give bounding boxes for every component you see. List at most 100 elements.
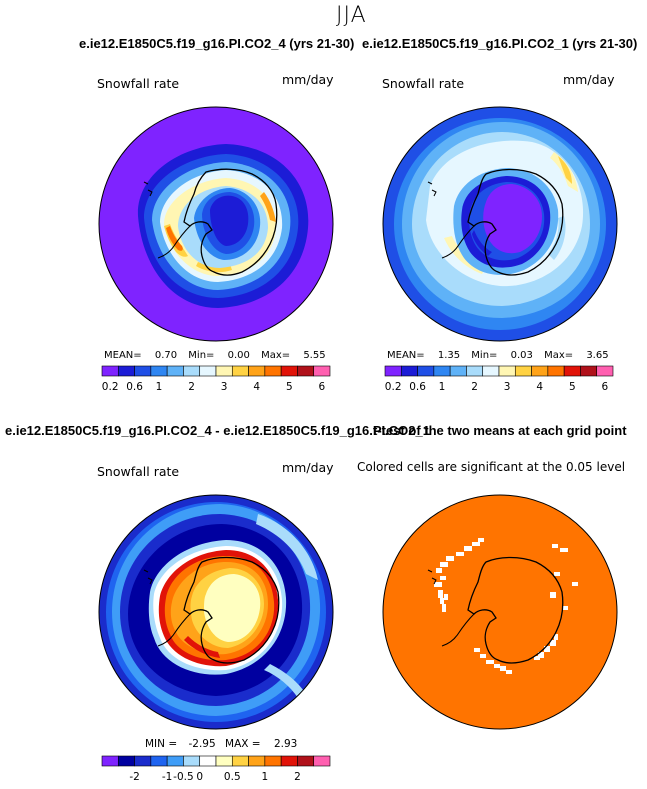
diff-colorbar-tick-label: 1 — [262, 771, 269, 783]
top-left-max-value: 5.55 — [303, 350, 326, 361]
top-right-units-label: mm/day — [563, 72, 615, 87]
abs-colorbar-tick-label: 6 — [319, 381, 326, 393]
top-right-max-label: Max= — [544, 350, 574, 361]
abs-colorbar-tick-label: 5 — [286, 381, 293, 393]
diff-colorbar-cell — [150, 755, 168, 767]
top-left-min-value: 0.00 — [227, 350, 250, 361]
bottom-left-min-label: MIN = — [145, 738, 178, 750]
abs-colorbar-cell — [596, 365, 614, 377]
bottom-left-variable-label: Snowfall rate — [97, 464, 180, 479]
top-right-min-value: 0.03 — [510, 350, 533, 361]
bottom-left-max-value: 2.93 — [273, 738, 298, 750]
abs-colorbar-tick-label: 4 — [253, 381, 260, 393]
diff-colorbar-tick-label: -1 — [162, 771, 172, 783]
abs-colorbar-cell — [231, 365, 249, 377]
top-right-map — [382, 106, 618, 342]
top-left-mean-value: 0.70 — [154, 350, 178, 361]
top-left-mean-label: MEAN= — [104, 350, 142, 361]
top-left-units-label: mm/day — [282, 72, 334, 87]
abs-colorbar-cell — [101, 365, 119, 377]
top-left-title: e.ie12.E1850C5.f19_g16.PI.CO2_4 (yrs 21-… — [79, 36, 355, 51]
abs-colorbar-cell — [248, 365, 266, 377]
top-left-stats: MEAN= 0.70 Min= 0.00 Max= 5.55 — [104, 350, 326, 361]
diff-colorbar-tick-label: -2 — [129, 771, 139, 783]
abs-colorbar-tick-label: 0.2 — [385, 381, 402, 393]
top-right-mean-label: MEAN= — [387, 350, 425, 361]
abs-colorbar-tick-label: 3 — [504, 381, 511, 393]
bottom-left-title: e.ie12.E1850C5.f19_g16.PI.CO2_4 - e.ie12… — [5, 423, 430, 438]
top-left-min-label: Min= — [188, 350, 215, 361]
bottom-left-max-label: MAX = — [225, 738, 261, 750]
abs-colorbar-cell — [547, 365, 565, 377]
diff-colorbar-tick-label: 0.5 — [224, 771, 241, 783]
bottom-left-min-value: -2.95 — [188, 738, 216, 750]
bottom-right-map — [382, 494, 618, 730]
diff-colorbar-cell — [280, 755, 298, 767]
abs-colorbar-cell — [498, 365, 516, 377]
abs-colorbar-tick-label: 5 — [569, 381, 576, 393]
abs-colorbar-tick-label: 2 — [188, 381, 195, 393]
bottom-left-map — [98, 494, 334, 730]
abs-colorbar-cell — [580, 365, 598, 377]
abs-colorbar-cell — [563, 365, 581, 377]
abs-colorbar-cell — [150, 365, 168, 377]
abs-colorbar-tick-label: 1 — [156, 381, 163, 393]
top-right-mean-value: 1.35 — [437, 350, 461, 361]
bottom-right-title: t-test of the two means at each grid poi… — [373, 423, 627, 438]
diff-colorbar-cell — [101, 755, 119, 767]
abs-colorbar-cell — [297, 365, 315, 377]
diff-colorbar-cell — [117, 755, 135, 767]
abs-colorbar-tick-label: 3 — [221, 381, 228, 393]
abs-colorbar-cell — [117, 365, 135, 377]
diff-colorbar-tick-label: 0 — [196, 771, 203, 783]
diff-colorbar-tick-label: -0.5 — [173, 771, 194, 783]
bottom-left-units-label: mm/day — [282, 460, 334, 475]
top-right-stats: MEAN= 1.35 Min= 0.03 Max= 3.65 — [387, 350, 609, 361]
abs-colorbar-cell — [433, 365, 451, 377]
top-right-min-label: Min= — [471, 350, 498, 361]
top-right-title: e.ie12.E1850C5.f19_g16.PI.CO2_1 (yrs 21-… — [362, 36, 638, 51]
abs-colorbar-tick-label: 6 — [602, 381, 609, 393]
top-right-variable-label: Snowfall rate — [382, 76, 465, 91]
top-left-max-label: Max= — [261, 350, 291, 361]
abs-colorbar-cell — [183, 365, 201, 377]
top-right-max-value: 3.65 — [586, 350, 609, 361]
top-left-map — [98, 106, 334, 342]
season-title: JJA — [336, 3, 367, 28]
bottom-left-colorbar: -2 -1 -0.5 0 0.5 1 2 — [101, 755, 331, 783]
abs-colorbar-tick-label: 0.6 — [126, 381, 143, 393]
abs-colorbar-cell — [400, 365, 418, 377]
diff-colorbar-cell — [248, 755, 266, 767]
abs-colorbar-cell — [531, 365, 549, 377]
top-left-variable-label: Snowfall rate — [97, 76, 180, 91]
abs-colorbar-cell — [313, 365, 331, 377]
abs-colorbar-cell — [417, 365, 435, 377]
abs-colorbar-cell — [215, 365, 233, 377]
abs-colorbar-tick-label: 4 — [536, 381, 543, 393]
diff-colorbar-cell — [297, 755, 315, 767]
abs-colorbar-cell — [280, 365, 298, 377]
bottom-left-stats: MIN = -2.95 MAX = 2.93 — [145, 738, 297, 750]
diff-colorbar-cell — [183, 755, 201, 767]
diff-colorbar-cell — [199, 755, 217, 767]
diff-colorbar-cell — [313, 755, 331, 767]
abs-colorbar-tick-label: 0.2 — [102, 381, 119, 393]
abs-colorbar-tick-label: 0.6 — [409, 381, 426, 393]
diff-colorbar-cell — [231, 755, 249, 767]
abs-colorbar-cell — [384, 365, 402, 377]
abs-colorbar-cell — [482, 365, 500, 377]
abs-colorbar-cell — [264, 365, 282, 377]
abs-colorbar-cell — [166, 365, 184, 377]
diff-colorbar-cell — [264, 755, 282, 767]
diff-colorbar-cell — [134, 755, 152, 767]
abs-colorbar-cell — [449, 365, 467, 377]
top-left-colorbar: 0.2 0.6 1 2 3 4 5 6 — [101, 365, 331, 393]
top-right-colorbar: 0.2 0.6 1 2 3 4 5 6 — [384, 365, 614, 393]
diff-colorbar-cell — [166, 755, 184, 767]
abs-colorbar-cell — [466, 365, 484, 377]
abs-colorbar-tick-label: 2 — [471, 381, 478, 393]
abs-colorbar-cell — [199, 365, 217, 377]
abs-colorbar-cell — [514, 365, 532, 377]
diff-colorbar-tick-label: 2 — [294, 771, 301, 783]
